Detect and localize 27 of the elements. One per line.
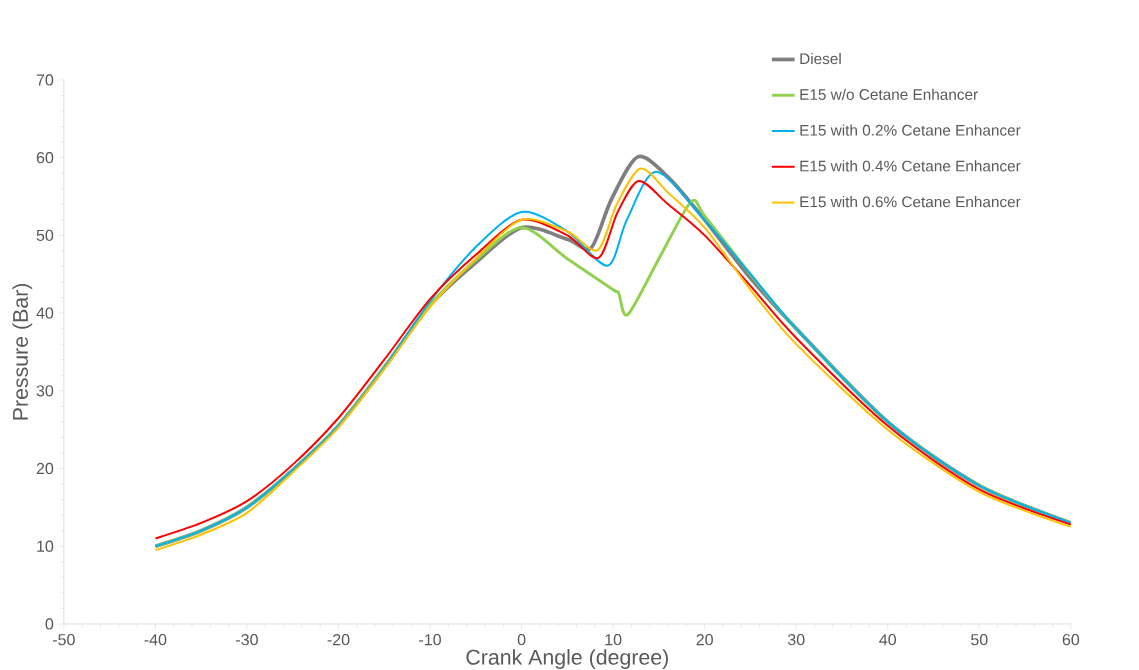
legend-label: E15 with 0.6% Cetane Enhancer	[800, 196, 1021, 208]
y-tick-label: 50	[36, 229, 54, 242]
x-axis-title: Crank Angle (degree)	[466, 649, 668, 670]
legend-label: E15 with 0.4% Cetane Enhancer	[800, 160, 1021, 172]
x-tick-label: -30	[236, 633, 258, 646]
x-tick-label: -10	[419, 633, 441, 646]
x-tick-label: 60	[1062, 633, 1080, 646]
x-tick-label: 30	[787, 633, 805, 646]
x-tick-label: -20	[327, 633, 350, 646]
x-tick-label: -50	[53, 633, 75, 646]
y-tick-label: 10	[37, 540, 54, 552]
y-tick-label: 0	[45, 618, 54, 630]
y-tick-label: 20	[36, 462, 54, 475]
y-tick-label: 70	[36, 74, 54, 86]
legend-label: Diesel	[800, 52, 841, 65]
legend-label: E15 with 0.2% Cetane Enhancer	[800, 124, 1021, 136]
x-tick-label: 50	[971, 633, 988, 646]
legend-label: E15 w/o Cetane Enhancer	[800, 88, 978, 100]
x-tick-label: 40	[879, 633, 897, 646]
x-tick-label: -40	[144, 633, 167, 646]
y-tick-label: 60	[36, 152, 54, 164]
x-tick-label: 10	[605, 633, 622, 646]
y-tick-label: 30	[36, 385, 54, 397]
x-tick-label: 0	[517, 633, 526, 646]
y-axis-title: Pressure (Bar)	[12, 283, 33, 420]
y-tick-label: 40	[36, 307, 54, 319]
x-tick-label: 20	[696, 633, 713, 646]
